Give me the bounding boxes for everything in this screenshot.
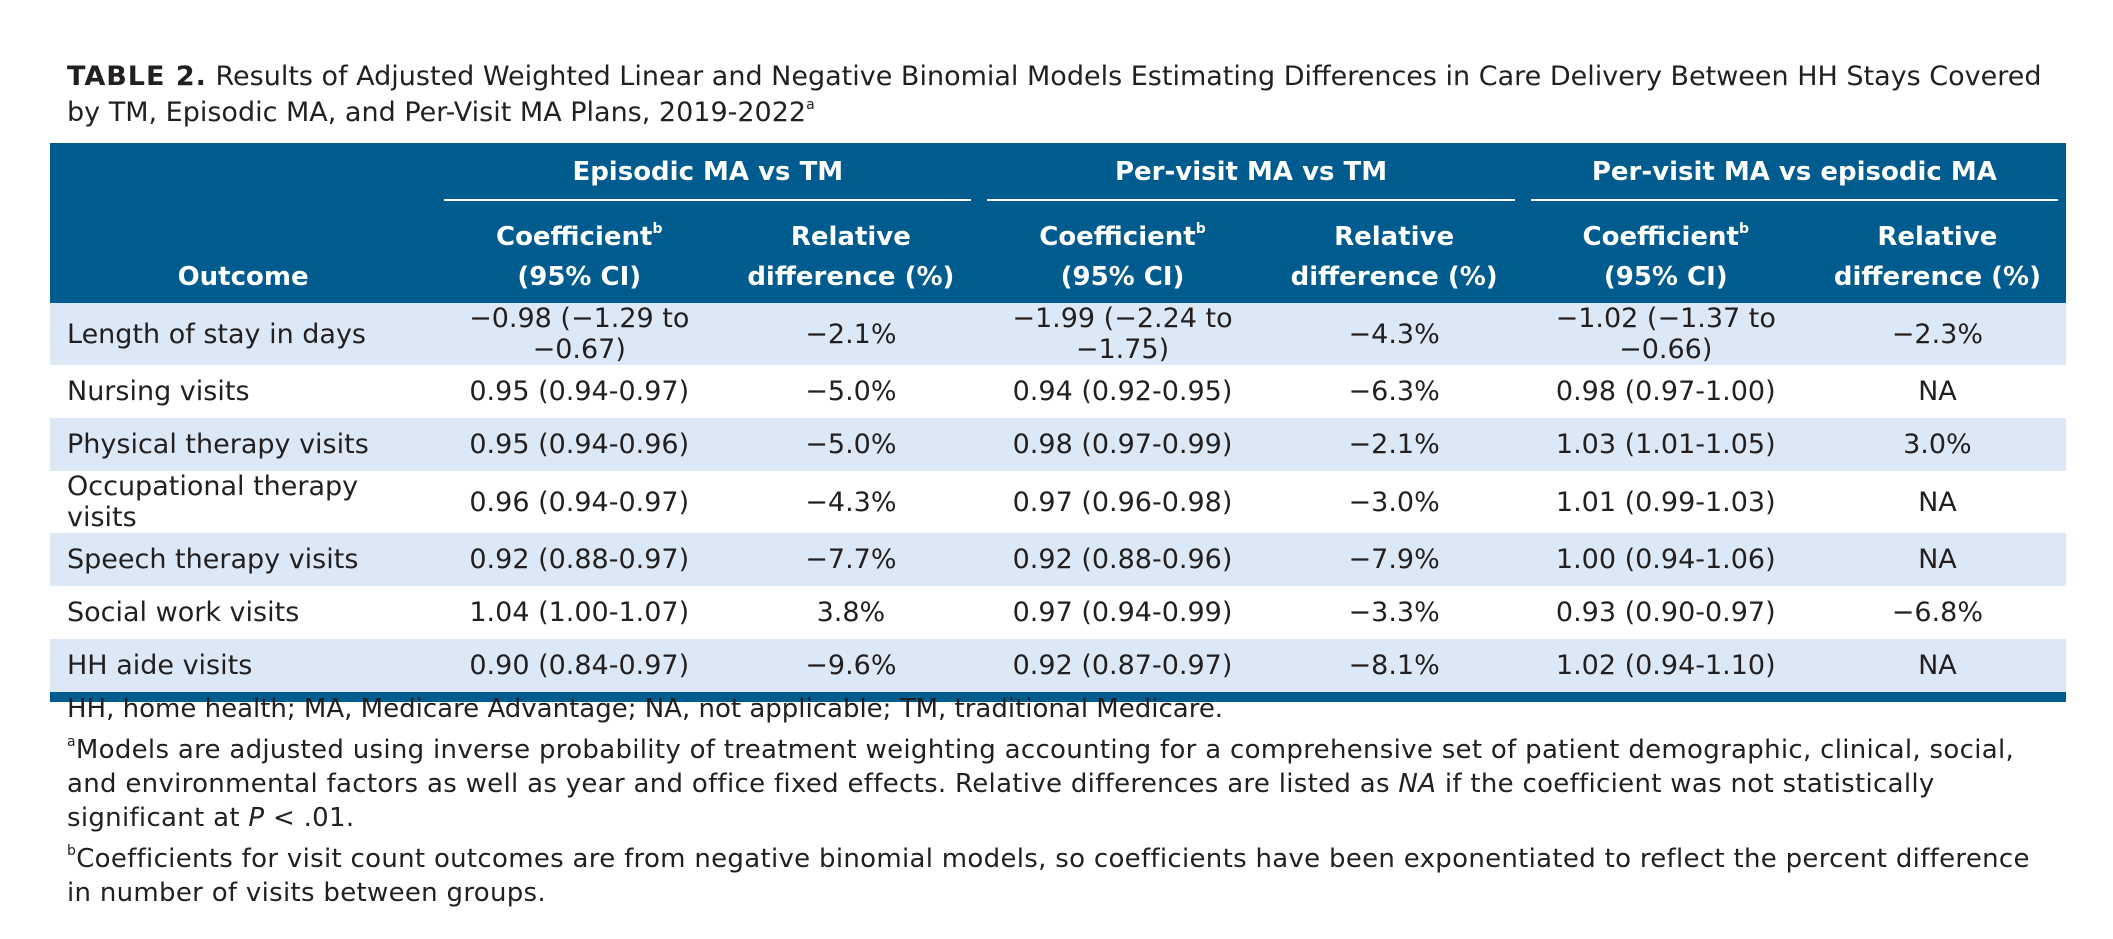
relative-difference-cell: NA: [1808, 471, 2066, 533]
relative-difference-cell: −5.0%: [722, 418, 980, 471]
table-title: Results of Adjusted Weighted Linear and …: [67, 61, 2042, 128]
table-row: Social work visits 1.04 (1.00-1.07) 3.8%…: [50, 586, 2066, 639]
outcome-cell: Occupational therapy visits: [50, 471, 437, 533]
coefficient-cell: 0.97 (0.94-0.99): [979, 586, 1266, 639]
coefficient-cell: −1.02 (−1.37 to −0.66): [1522, 303, 1809, 365]
coefficient-cell: 0.95 (0.94-0.96): [436, 418, 723, 471]
coefficient-cell: 0.98 (0.97-0.99): [979, 418, 1266, 471]
footnote-a: aModels are adjusted using inverse proba…: [67, 734, 2015, 833]
coefficient-cell: 1.01 (0.99-1.03): [1522, 471, 1809, 533]
coefficient-column-header: Coefficientb (95% CI): [1522, 201, 1809, 303]
coefficient-cell: 0.95 (0.94-0.97): [436, 365, 723, 418]
relative-difference-cell: NA: [1808, 365, 2066, 418]
table-row: Physical therapy visits 0.95 (0.94-0.96)…: [50, 418, 2066, 471]
outcome-cell: HH aide visits: [50, 639, 437, 702]
relative-difference-cell: −6.8%: [1808, 586, 2066, 639]
relative-difference-cell: −8.1%: [1265, 639, 1523, 702]
relative-difference-column-header: Relative difference (%): [1808, 201, 2066, 303]
coefficient-cell: −1.99 (−2.24 to −1.75): [979, 303, 1266, 365]
coefficient-cell: 0.90 (0.84-0.97): [436, 639, 723, 702]
relative-difference-cell: −7.7%: [722, 533, 980, 586]
coefficient-cell: 1.03 (1.01-1.05): [1522, 418, 1809, 471]
table-footnotes: HH, home health; MA, Medicare Advantage;…: [67, 692, 2057, 917]
table-body: Length of stay in days −0.98 (−1.29 to −…: [50, 303, 2066, 702]
relative-difference-cell: −4.3%: [722, 471, 980, 533]
relative-difference-cell: −2.1%: [1265, 418, 1523, 471]
outcome-cell: Length of stay in days: [50, 303, 437, 365]
table-row: Speech therapy visits 0.92 (0.88-0.97) −…: [50, 533, 2066, 586]
outcome-cell: Social work visits: [50, 586, 437, 639]
relative-difference-cell: −2.1%: [722, 303, 980, 365]
coefficient-column-header: Coefficientb (95% CI): [979, 201, 1266, 303]
table-label: TABLE 2.: [67, 61, 207, 92]
abbreviations-note: HH, home health; MA, Medicare Advantage;…: [67, 694, 1224, 724]
outcome-cell: Speech therapy visits: [50, 533, 437, 586]
coefficient-cell: 1.02 (0.94-1.10): [1522, 639, 1809, 702]
results-table: Episodic MA vs TM Per-visit MA vs TM Per…: [50, 143, 2066, 702]
coefficient-cell: 1.00 (0.94-1.06): [1522, 533, 1809, 586]
coefficient-cell: 0.92 (0.88-0.97): [436, 533, 723, 586]
relative-difference-cell: −7.9%: [1265, 533, 1523, 586]
relative-difference-column-header: Relative difference (%): [722, 201, 980, 303]
table-row: Occupational therapy visits 0.96 (0.94-0…: [50, 471, 2066, 533]
table-caption: TABLE 2. Results of Adjusted Weighted Li…: [67, 59, 2057, 131]
relative-difference-cell: 3.8%: [722, 586, 980, 639]
relative-difference-cell: NA: [1808, 639, 2066, 702]
coefficient-cell: 0.97 (0.96-0.98): [979, 471, 1266, 533]
group-header-pervisit-vs-episodic: Per-visit MA vs episodic MA: [1522, 143, 2066, 201]
relative-difference-cell: −4.3%: [1265, 303, 1523, 365]
table-row: Length of stay in days −0.98 (−1.29 to −…: [50, 303, 2066, 365]
table-row: Nursing visits 0.95 (0.94-0.97) −5.0% 0.…: [50, 365, 2066, 418]
outcome-cell: Nursing visits: [50, 365, 437, 418]
relative-difference-column-header: Relative difference (%): [1265, 201, 1523, 303]
table-row: HH aide visits 0.90 (0.84-0.97) −9.6% 0.…: [50, 639, 2066, 702]
coefficient-cell: 0.96 (0.94-0.97): [436, 471, 723, 533]
outcome-cell: Physical therapy visits: [50, 418, 437, 471]
coefficient-cell: −0.98 (−1.29 to −0.67): [436, 303, 723, 365]
footnote-mark-a: a: [806, 97, 815, 113]
relative-difference-cell: NA: [1808, 533, 2066, 586]
coefficient-cell: 0.93 (0.90-0.97): [1522, 586, 1809, 639]
outcome-column-header: Outcome: [50, 201, 437, 303]
footnote-b: bCoefficients for visit count outcomes a…: [67, 843, 2030, 908]
coefficient-column-header: Coefficientb (95% CI): [436, 201, 723, 303]
coefficient-cell: 0.92 (0.87-0.97): [979, 639, 1266, 702]
group-header-episodic-vs-tm: Episodic MA vs TM: [436, 143, 980, 201]
relative-difference-cell: −6.3%: [1265, 365, 1523, 418]
header-blank: [50, 143, 437, 201]
coefficient-cell: 0.94 (0.92-0.95): [979, 365, 1266, 418]
coefficient-cell: 1.04 (1.00-1.07): [436, 586, 723, 639]
relative-difference-cell: 3.0%: [1808, 418, 2066, 471]
coefficient-cell: 0.98 (0.97-1.00): [1522, 365, 1809, 418]
relative-difference-cell: −9.6%: [722, 639, 980, 702]
table-header: Episodic MA vs TM Per-visit MA vs TM Per…: [50, 143, 2066, 303]
relative-difference-cell: −3.3%: [1265, 586, 1523, 639]
coefficient-cell: 0.92 (0.88-0.96): [979, 533, 1266, 586]
group-header-pervisit-vs-tm: Per-visit MA vs TM: [979, 143, 1523, 201]
relative-difference-cell: −5.0%: [722, 365, 980, 418]
relative-difference-cell: −3.0%: [1265, 471, 1523, 533]
relative-difference-cell: −2.3%: [1808, 303, 2066, 365]
